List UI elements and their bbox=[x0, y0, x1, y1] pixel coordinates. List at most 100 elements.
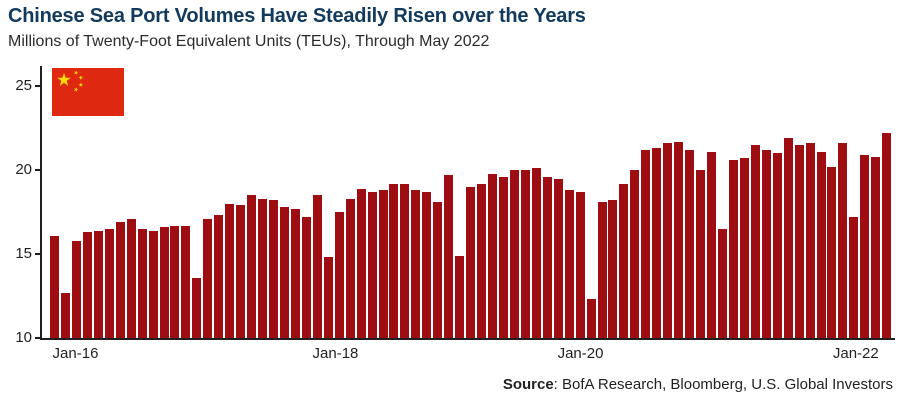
source-line: Source: BofA Research, Bloomberg, U.S. G… bbox=[503, 376, 893, 393]
bar bbox=[345, 198, 355, 338]
bar bbox=[707, 151, 716, 338]
bar-chart: 10 15 20 25 Jan-16 Jan-18 Jan-20 Jan-22 bbox=[0, 60, 900, 370]
bar bbox=[378, 190, 388, 338]
bar bbox=[509, 170, 519, 338]
bar bbox=[696, 170, 706, 338]
x-tick-label: Jan-20 bbox=[557, 345, 604, 362]
bar bbox=[214, 215, 224, 338]
plot-area bbox=[40, 66, 895, 340]
bar bbox=[652, 148, 662, 338]
bar bbox=[389, 183, 399, 338]
bar bbox=[126, 218, 136, 338]
source-text: : BofA Research, Bloomberg, U.S. Global … bbox=[553, 376, 893, 393]
page-title: Chinese Sea Port Volumes Have Steadily R… bbox=[8, 5, 586, 27]
bar bbox=[225, 203, 235, 338]
bar bbox=[630, 170, 640, 338]
y-tick-mark bbox=[35, 253, 42, 256]
bar bbox=[411, 190, 421, 338]
bar bbox=[433, 202, 443, 338]
x-tick-label: Jan-18 bbox=[312, 345, 359, 362]
source-label: Source bbox=[502, 376, 554, 393]
bar bbox=[663, 143, 673, 338]
bar bbox=[827, 166, 837, 338]
bar bbox=[334, 212, 344, 338]
bar bbox=[269, 200, 278, 338]
bar bbox=[301, 217, 311, 338]
bar bbox=[564, 190, 574, 338]
bar bbox=[542, 176, 552, 338]
bar bbox=[816, 151, 826, 338]
bar bbox=[60, 292, 70, 338]
bar bbox=[279, 207, 289, 338]
bar bbox=[498, 176, 508, 338]
bar bbox=[203, 218, 213, 338]
bar bbox=[455, 255, 465, 338]
bar bbox=[739, 158, 749, 338]
bar bbox=[553, 178, 563, 338]
bar bbox=[772, 153, 782, 338]
bar bbox=[597, 202, 607, 338]
bar bbox=[477, 183, 487, 338]
bar bbox=[783, 138, 793, 338]
bar bbox=[93, 230, 103, 338]
bar bbox=[805, 143, 815, 338]
bar bbox=[258, 198, 268, 338]
bar bbox=[247, 195, 257, 338]
flag-stars bbox=[57, 70, 84, 92]
bar bbox=[685, 150, 695, 338]
bar bbox=[312, 195, 322, 338]
bar bbox=[488, 173, 497, 338]
bar bbox=[236, 205, 246, 338]
y-tick-mark bbox=[35, 337, 42, 339]
bar bbox=[531, 168, 541, 338]
bar bbox=[323, 257, 333, 338]
bar bbox=[794, 144, 804, 338]
bar bbox=[170, 225, 180, 338]
page-subtitle: Millions of Twenty-Foot Equivalent Units… bbox=[8, 33, 490, 50]
bar bbox=[750, 144, 760, 338]
y-tick-label: 20 bbox=[15, 161, 32, 179]
flag-field bbox=[52, 68, 124, 116]
y-tick-label: 15 bbox=[15, 245, 32, 263]
bar bbox=[290, 208, 300, 338]
bar bbox=[641, 150, 651, 338]
bar bbox=[356, 188, 366, 338]
bar bbox=[882, 133, 892, 338]
bar bbox=[728, 160, 738, 338]
bar bbox=[71, 240, 81, 338]
y-tick-mark bbox=[35, 85, 42, 88]
bar bbox=[50, 235, 59, 338]
bar bbox=[159, 227, 169, 338]
bar bbox=[619, 183, 629, 338]
bar bbox=[520, 170, 530, 338]
bar bbox=[444, 175, 454, 338]
bar bbox=[400, 183, 410, 338]
bar bbox=[586, 299, 596, 338]
bar bbox=[575, 191, 585, 338]
bar bbox=[838, 143, 848, 338]
bar bbox=[192, 277, 202, 338]
x-tick-label: Jan-22 bbox=[832, 345, 879, 362]
bar bbox=[717, 228, 727, 338]
bar bbox=[849, 217, 859, 338]
china-flag-icon bbox=[52, 68, 124, 116]
bar bbox=[148, 230, 158, 338]
bar bbox=[608, 200, 618, 338]
bar bbox=[367, 191, 377, 338]
bar bbox=[82, 232, 92, 338]
bar bbox=[674, 141, 684, 338]
bar bbox=[466, 186, 476, 338]
bar bbox=[115, 222, 125, 338]
y-tick-label: 25 bbox=[15, 77, 32, 95]
bar bbox=[137, 228, 147, 338]
bar bbox=[104, 228, 114, 338]
x-tick-label: Jan-16 bbox=[52, 345, 99, 362]
y-tick-mark bbox=[35, 169, 42, 172]
bar bbox=[860, 155, 870, 338]
bar bbox=[422, 191, 432, 338]
bar bbox=[181, 225, 191, 338]
bar bbox=[761, 150, 771, 338]
y-tick-label: 10 bbox=[15, 329, 32, 346]
bar bbox=[871, 156, 881, 338]
